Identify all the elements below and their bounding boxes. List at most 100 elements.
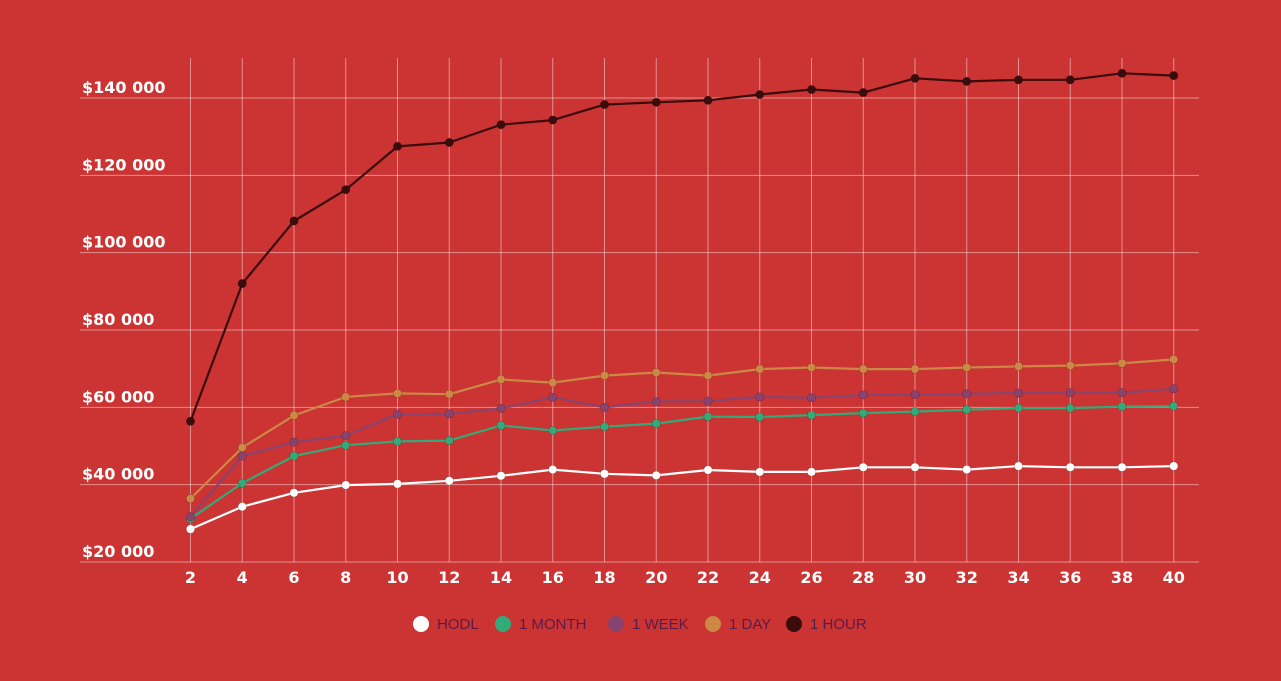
data-point[interactable] [962,76,972,86]
data-point[interactable] [1117,358,1127,368]
data-point[interactable] [548,378,558,388]
data-point[interactable] [806,467,816,477]
data-point[interactable] [1065,388,1075,398]
data-point[interactable] [703,95,713,105]
data-point[interactable] [444,436,454,446]
data-point[interactable] [237,478,247,488]
data-point[interactable] [289,216,299,226]
data-point[interactable] [962,363,972,373]
data-point[interactable] [1065,403,1075,413]
data-point[interactable] [1065,462,1075,472]
data-point[interactable] [599,100,609,110]
data-point[interactable] [703,465,713,475]
data-point[interactable] [341,431,351,441]
data-point[interactable] [858,390,868,400]
data-point[interactable] [548,465,558,475]
data-point[interactable] [1013,461,1023,471]
legend-item[interactable]: 1 MONTH [495,616,587,633]
data-point[interactable] [599,371,609,381]
data-point[interactable] [1013,403,1023,413]
data-point[interactable] [496,471,506,481]
data-point[interactable] [962,465,972,475]
data-point[interactable] [237,502,247,512]
data-point[interactable] [910,73,920,83]
legend-item[interactable]: HODL [413,616,479,633]
data-point[interactable] [289,410,299,420]
data-point[interactable] [1117,402,1127,412]
data-point[interactable] [858,88,868,98]
data-point[interactable] [651,419,661,429]
data-point[interactable] [444,389,454,399]
data-point[interactable] [651,368,661,378]
data-point[interactable] [755,412,765,422]
data-point[interactable] [910,462,920,472]
data-point[interactable] [1117,462,1127,472]
data-point[interactable] [186,494,196,504]
data-point[interactable] [392,388,402,398]
data-point[interactable] [186,512,196,522]
data-point[interactable] [703,412,713,422]
legend-item[interactable]: 1 HOUR [786,616,867,633]
data-point[interactable] [910,390,920,400]
data-point[interactable] [1169,384,1179,394]
data-point[interactable] [858,462,868,472]
data-point[interactable] [496,120,506,130]
data-point[interactable] [651,97,661,107]
data-point[interactable] [548,426,558,436]
data-point[interactable] [1169,71,1179,81]
data-point[interactable] [1169,401,1179,411]
data-point[interactable] [1013,75,1023,85]
data-point[interactable] [548,115,558,125]
data-point[interactable] [289,488,299,498]
data-point[interactable] [444,409,454,419]
data-point[interactable] [755,467,765,477]
data-point[interactable] [186,524,196,534]
data-point[interactable] [289,451,299,461]
data-point[interactable] [962,405,972,415]
data-point[interactable] [1065,75,1075,85]
data-point[interactable] [651,397,661,407]
data-point[interactable] [599,469,609,479]
data-point[interactable] [444,476,454,486]
data-point[interactable] [341,185,351,195]
data-point[interactable] [599,402,609,412]
data-point[interactable] [910,364,920,374]
data-point[interactable] [858,364,868,374]
data-point[interactable] [806,85,816,95]
data-point[interactable] [237,279,247,289]
data-point[interactable] [1117,68,1127,78]
data-point[interactable] [341,480,351,490]
data-point[interactable] [1013,361,1023,371]
legend-item[interactable]: 1 DAY [705,616,771,633]
data-point[interactable] [755,90,765,100]
data-point[interactable] [392,409,402,419]
data-point[interactable] [548,392,558,402]
data-point[interactable] [496,403,506,413]
data-point[interactable] [289,437,299,447]
data-point[interactable] [341,392,351,402]
data-point[interactable] [237,443,247,453]
legend-item[interactable]: 1 WEEK [608,616,689,633]
data-point[interactable] [806,393,816,403]
data-point[interactable] [444,137,454,147]
data-point[interactable] [1065,361,1075,371]
data-point[interactable] [1169,461,1179,471]
data-point[interactable] [858,408,868,418]
data-point[interactable] [186,416,196,426]
data-point[interactable] [755,392,765,402]
data-point[interactable] [599,422,609,432]
data-point[interactable] [910,407,920,417]
data-point[interactable] [1013,388,1023,398]
data-point[interactable] [806,410,816,420]
data-point[interactable] [703,371,713,381]
data-point[interactable] [806,363,816,373]
data-point[interactable] [392,436,402,446]
data-point[interactable] [496,421,506,431]
data-point[interactable] [237,451,247,461]
data-point[interactable] [651,470,661,480]
data-point[interactable] [1117,388,1127,398]
data-point[interactable] [341,440,351,450]
data-point[interactable] [392,141,402,151]
data-point[interactable] [1169,354,1179,364]
data-point[interactable] [703,396,713,406]
